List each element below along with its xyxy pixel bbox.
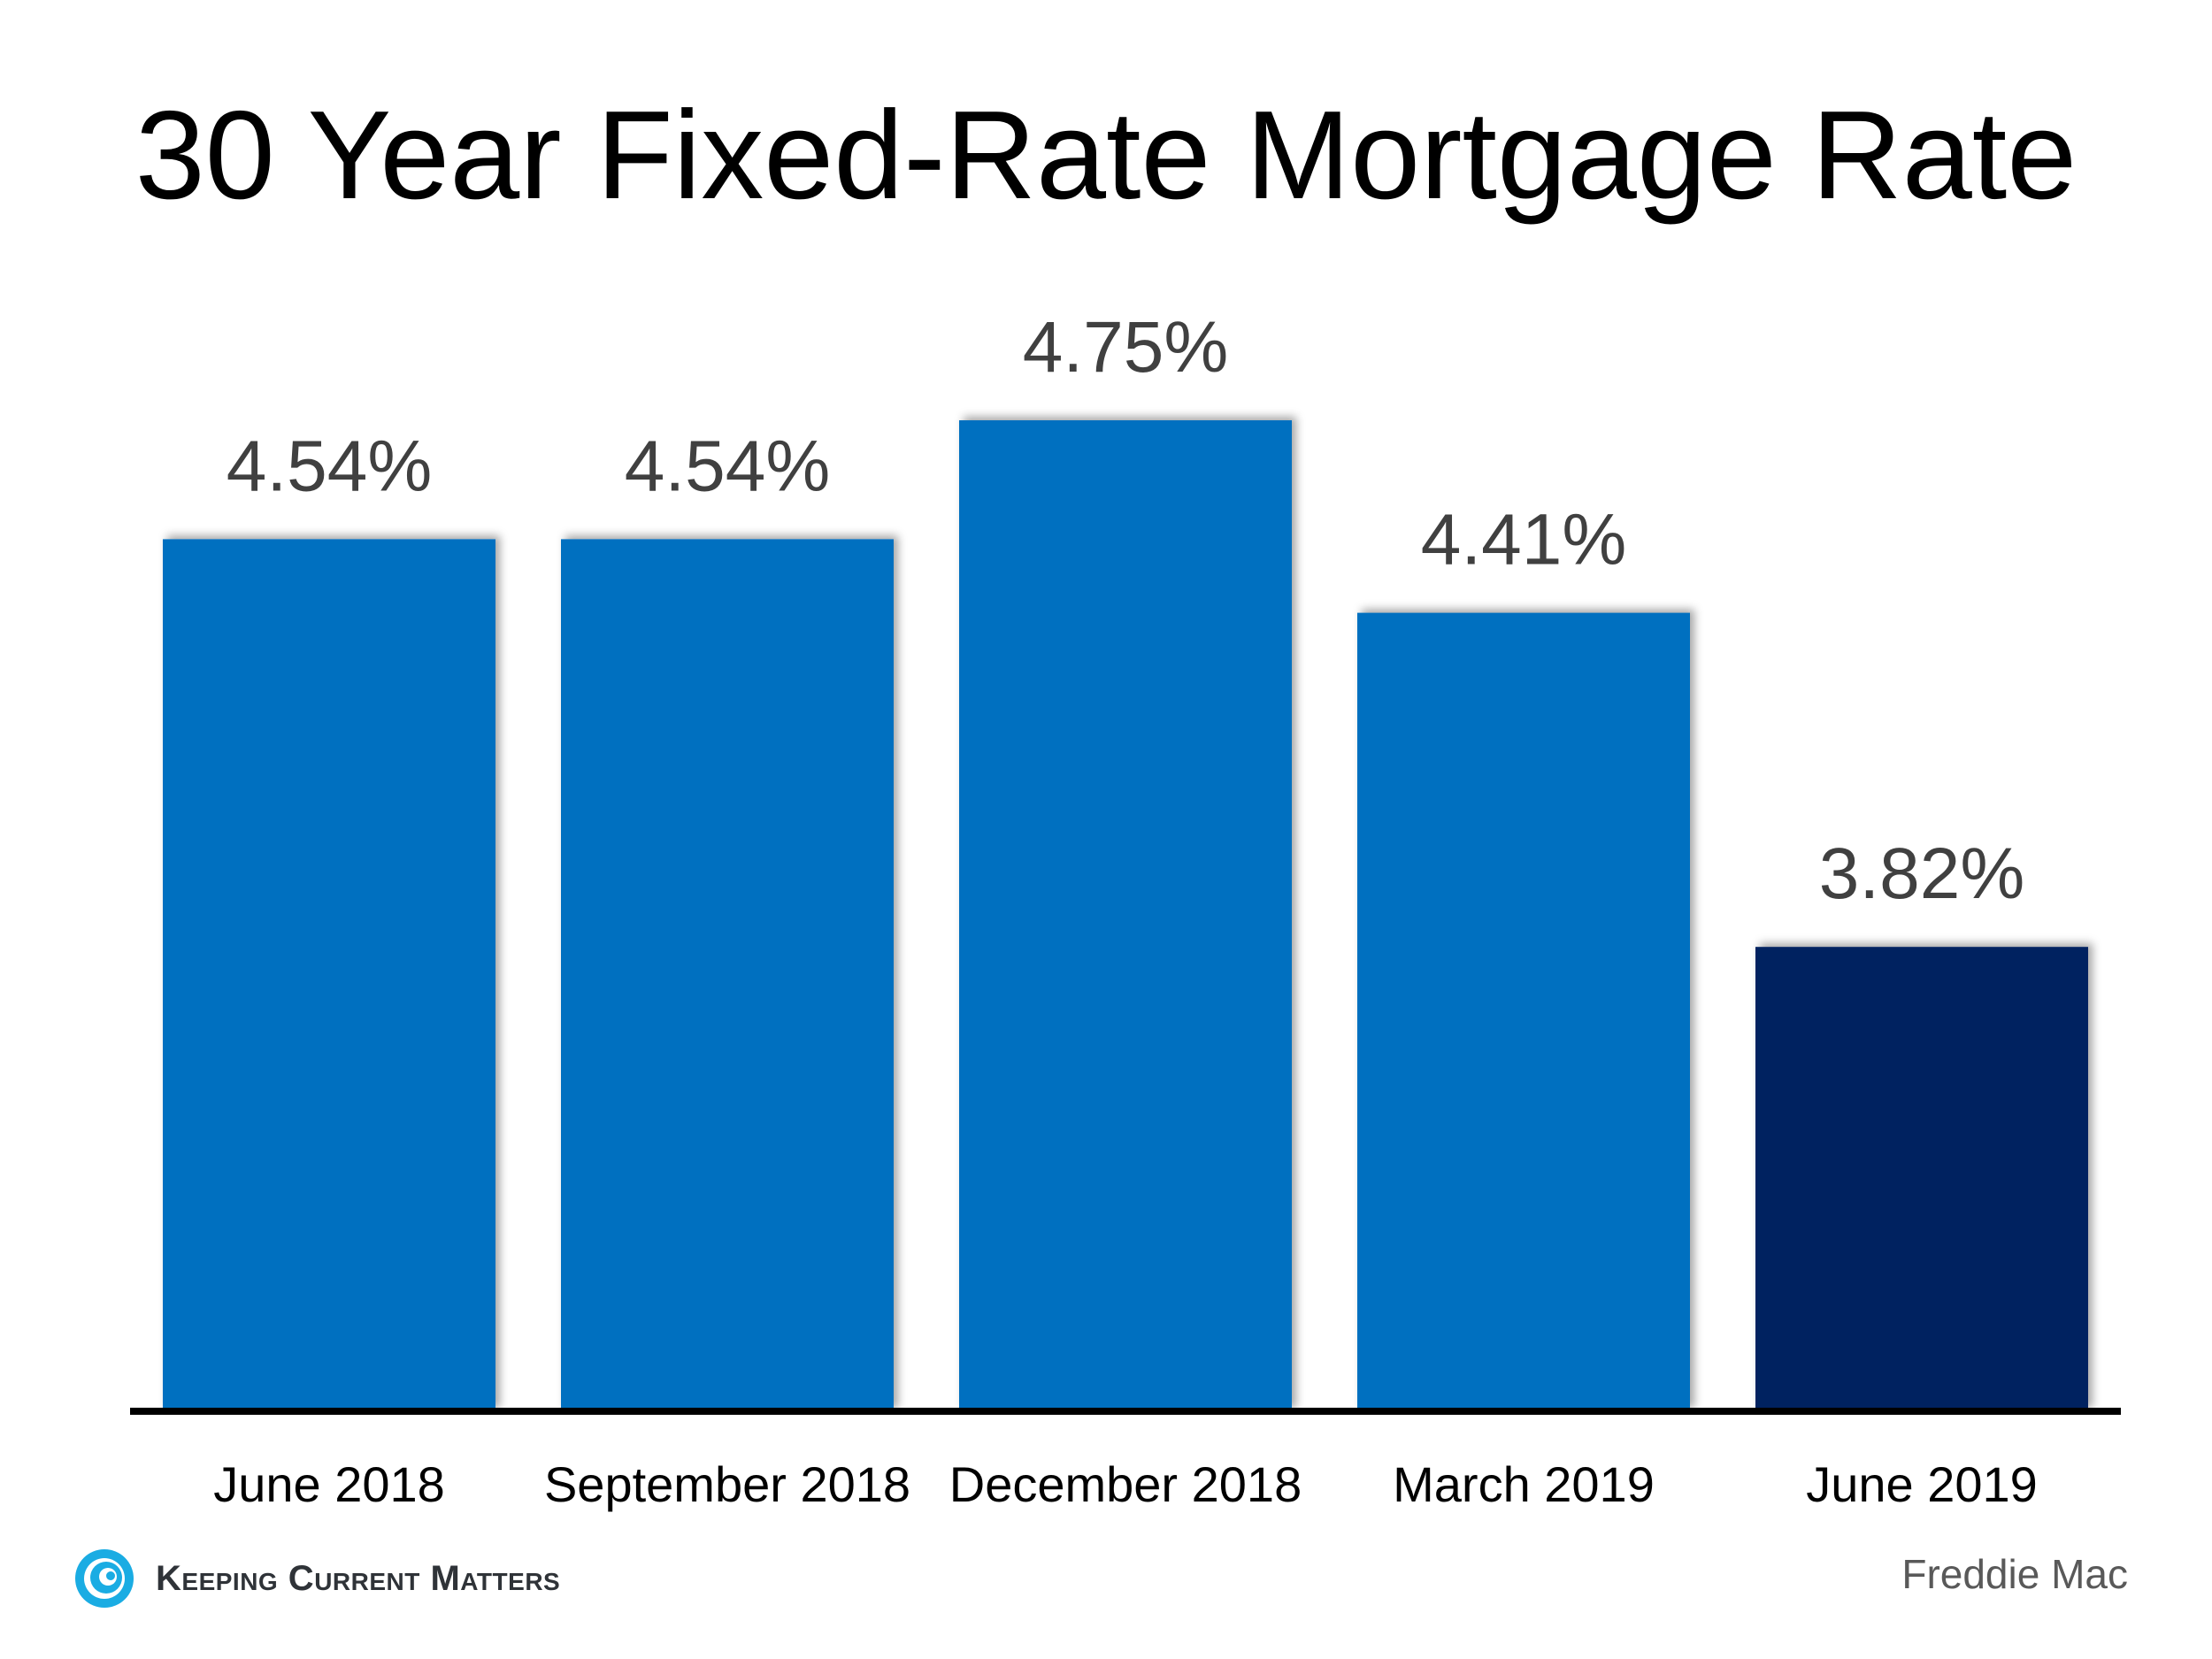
category-label-1: September 2018 — [544, 1456, 910, 1512]
bar-0 — [163, 539, 495, 1411]
data-label-3: 4.41% — [1421, 500, 1627, 580]
bar-1 — [561, 539, 894, 1411]
bar-2 — [959, 420, 1292, 1411]
category-label-0: June 2018 — [213, 1456, 445, 1512]
bar-3 — [1357, 612, 1690, 1411]
data-label-0: 4.54% — [227, 426, 433, 506]
category-label-2: December 2018 — [949, 1456, 1302, 1512]
data-label-4: 3.82% — [1819, 833, 2025, 914]
data-label-1: 4.54% — [625, 426, 831, 506]
bar-4 — [1755, 947, 2088, 1411]
chart-title: 30 Year Fixed-Rate Mortgage Rate — [134, 85, 2078, 226]
logo-text: Keeping Current Matters — [156, 1558, 561, 1598]
swirl-logo-icon — [75, 1549, 134, 1608]
data-label-2: 4.75% — [1023, 307, 1229, 388]
keeping-current-matters-logo: Keeping Current Matters — [73, 1547, 560, 1610]
category-label-4: June 2019 — [1806, 1456, 2038, 1512]
source-label: Freddie Mac — [1901, 1551, 2128, 1597]
category-label-3: March 2019 — [1393, 1456, 1655, 1512]
